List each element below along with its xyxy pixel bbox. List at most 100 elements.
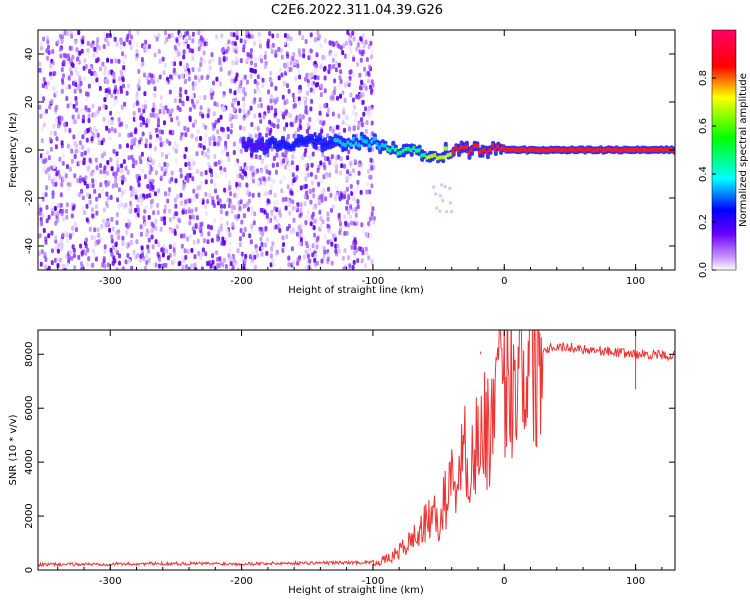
heatmap-noise-cell <box>222 57 226 63</box>
heatmap-noise-cell <box>84 237 88 243</box>
heatmap-noise-cell <box>262 176 266 182</box>
heatmap-noise-cell <box>130 240 133 246</box>
heatmap-noise-cell <box>147 248 151 254</box>
heatmap-noise-cell <box>207 268 210 270</box>
heatmap-noise-cell <box>52 164 56 169</box>
heatmap-noise-cell <box>84 175 88 181</box>
heatmap-noise-cell <box>273 215 277 221</box>
heatmap-noise-cell <box>44 239 48 245</box>
heatmap-noise-cell <box>291 154 295 160</box>
heatmap-noise-cell <box>364 129 368 134</box>
heatmap-noise-cell <box>54 177 57 183</box>
heatmap-noise-cell <box>369 84 372 90</box>
heatmap-noise-cell <box>82 114 85 120</box>
heatmap-noise-cell <box>240 219 244 225</box>
signal-track-cell <box>307 136 312 141</box>
heatmap-noise-cell <box>250 60 253 66</box>
heatmap-noise-cell <box>291 92 295 98</box>
heatmap-noise-cell <box>202 50 206 56</box>
heatmap-noise-cell <box>70 255 74 261</box>
heatmap-noise-cell <box>164 105 168 111</box>
heatmap-noise-cell <box>119 40 123 45</box>
heatmap-noise-cell <box>197 67 201 73</box>
heatmap-noise-cell <box>298 52 302 58</box>
heatmap-noise-cell <box>182 49 186 55</box>
heatmap-noise-cell <box>213 218 217 224</box>
signal-track-cell <box>485 150 490 155</box>
heatmap-noise-cell <box>173 242 177 248</box>
heatmap-noise-cell <box>110 58 114 64</box>
heatmap-noise-cell <box>46 167 50 172</box>
heatmap-noise-cell <box>52 123 56 129</box>
heatmap-noise-cell <box>65 214 69 220</box>
heatmap-noise-cell <box>147 79 151 85</box>
heatmap-noise-cell <box>192 122 195 128</box>
heatmap-noise-cell <box>252 220 256 226</box>
heatmap-noise-cell <box>213 101 217 107</box>
signal-track-cell <box>564 148 569 153</box>
heatmap-noise-cell <box>150 234 154 240</box>
heatmap-noise-cell <box>114 242 118 248</box>
heatmap-noise-cell <box>91 262 95 268</box>
heatmap-noise-cell <box>177 41 181 47</box>
heatmap-noise-cell <box>352 259 356 265</box>
signal-track-cell <box>430 154 435 158</box>
heatmap-noise-cell <box>177 121 181 127</box>
heatmap-noise-cell <box>357 162 361 168</box>
heatmap-noise-cell <box>135 101 139 107</box>
heatmap-noise-cell <box>50 230 54 236</box>
heatmap-noise-cell <box>362 111 366 117</box>
heatmap-noise-cell <box>94 241 97 247</box>
heatmap-cells <box>38 30 675 270</box>
heatmap-noise-cell <box>114 84 118 90</box>
heatmap-noise-cell <box>176 193 179 199</box>
signal-track-cell <box>386 147 391 152</box>
heatmap-noise-cell <box>200 266 204 270</box>
signal-track-cell <box>401 148 406 153</box>
heatmap-noise-cell <box>140 57 144 63</box>
heatmap-noise-cell <box>213 182 217 188</box>
heatmap-noise-cell <box>74 221 77 227</box>
heatmap-noise-cell <box>151 184 155 190</box>
heatmap-noise-cell <box>168 187 172 193</box>
heatmap-noise-cell <box>441 199 445 202</box>
heatmap-noise-cell <box>264 78 268 84</box>
heatmap-noise-cell <box>186 173 190 178</box>
heatmap-noise-cell <box>218 256 222 262</box>
heatmap-noise-cell <box>229 129 233 135</box>
heatmap-noise-cell <box>164 248 168 254</box>
heatmap-noise-cell <box>58 156 62 162</box>
heatmap-noise-cell <box>274 108 278 114</box>
heatmap-noise-cell <box>367 168 371 174</box>
heatmap-noise-cell <box>90 65 94 71</box>
heatmap-noise-cell <box>45 204 49 210</box>
signal-track-cell <box>354 141 359 146</box>
signal-track-cell <box>646 148 651 153</box>
heatmap-noise-cell <box>109 157 113 163</box>
heatmap-noise-cell <box>283 40 287 46</box>
heatmap-noise-cell <box>245 190 249 196</box>
heatmap-noise-cell <box>242 102 246 108</box>
heatmap-noise-cell <box>61 160 65 166</box>
heatmap-noise-cell <box>281 235 285 241</box>
heatmap-noise-cell <box>208 168 212 173</box>
heatmap-noise-cell <box>354 30 358 36</box>
heatmap-noise-cell <box>309 48 313 54</box>
heatmap-noise-cell <box>191 93 195 99</box>
heatmap-noise-cell <box>110 252 114 258</box>
heatmap-noise-cell <box>343 127 346 133</box>
heatmap-noise-cell <box>203 138 207 144</box>
heatmap-noise-cell <box>77 110 81 116</box>
heatmap-noise-cell <box>370 79 374 85</box>
heatmap-noise-cell <box>279 266 282 270</box>
heatmap-noise-cell <box>142 108 146 114</box>
heatmap-noise-cell <box>355 46 359 52</box>
heatmap-noise-cell <box>364 263 367 269</box>
heatmap-noise-cell <box>292 228 296 234</box>
heatmap-noise-cell <box>323 75 327 81</box>
heatmap-noise-cell <box>199 143 203 149</box>
heatmap-noise-cell <box>323 103 327 109</box>
heatmap-noise-cell <box>240 174 244 180</box>
heatmap-noise-cell <box>138 78 141 84</box>
heatmap-noise-cell <box>313 74 317 80</box>
